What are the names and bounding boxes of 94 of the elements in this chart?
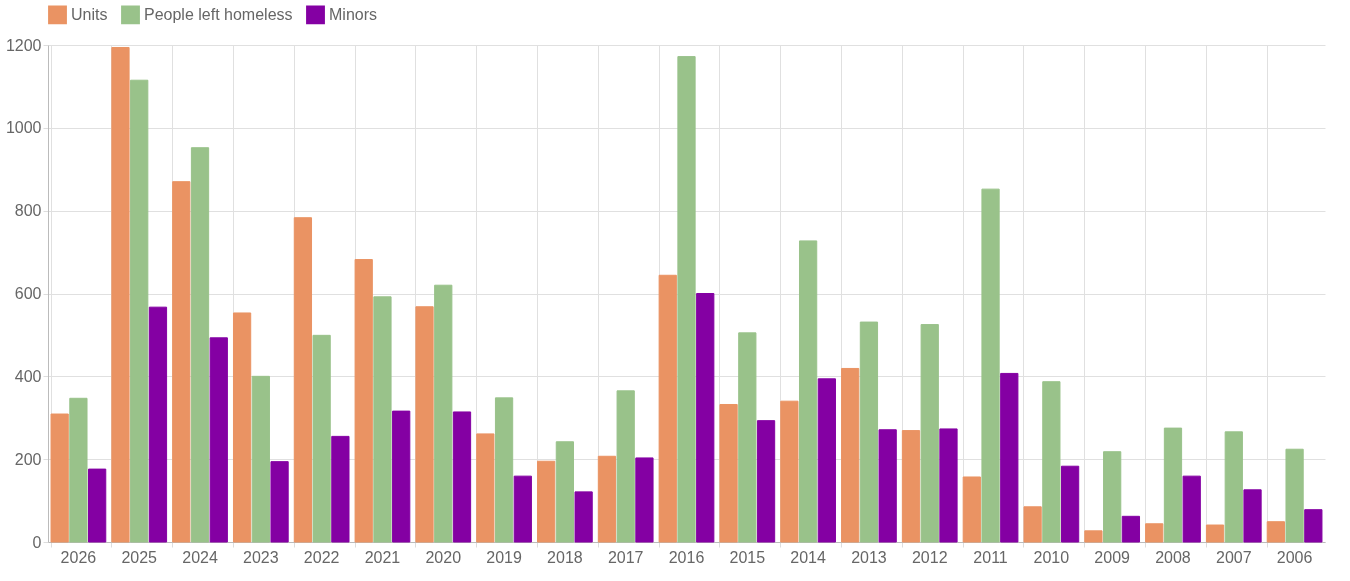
bar: [658, 274, 677, 543]
bar: [1060, 465, 1080, 543]
x-tick-label: 2021: [364, 548, 401, 566]
bar: [1042, 381, 1061, 543]
x-tick-label: 2008: [1155, 548, 1191, 566]
bar: [148, 306, 168, 543]
y-tick-label: 600: [14, 285, 42, 302]
x-tick-label: 2017: [607, 548, 644, 566]
bar: [799, 240, 818, 543]
bar: [331, 435, 350, 543]
bar: [841, 367, 860, 543]
bar: [555, 441, 574, 543]
bar: [1285, 448, 1304, 543]
x-tick-label: 2016: [668, 548, 705, 566]
bar: [1121, 515, 1141, 543]
bar: [574, 491, 593, 543]
bar: [270, 461, 289, 543]
x-tick-label: 2019: [486, 548, 522, 566]
x-tick-label: 2009: [1094, 548, 1131, 566]
y-tick-label: 800: [14, 202, 42, 220]
bar: [719, 404, 738, 543]
bar: [392, 410, 411, 543]
bar: [696, 293, 715, 543]
bar: [962, 476, 981, 543]
bar: [494, 397, 514, 543]
bar: [130, 79, 149, 543]
x-tick-label: 2011: [973, 548, 1008, 566]
bar: [190, 147, 210, 543]
bar: [1023, 506, 1042, 543]
bar: [537, 460, 556, 543]
bar: [981, 188, 1000, 543]
bar: [354, 259, 373, 543]
bar: [616, 390, 635, 543]
bar: [738, 332, 757, 543]
bar: [859, 321, 879, 543]
bar: [476, 433, 495, 543]
bar: [50, 413, 69, 543]
bar: [1205, 524, 1225, 543]
bar: [209, 337, 228, 543]
bar: [1224, 431, 1243, 543]
bar: [1266, 521, 1285, 543]
legend-label: Units: [71, 5, 108, 23]
x-tick-label: 2006: [1276, 548, 1313, 566]
bar: [635, 457, 654, 543]
x-tick-label: 2026: [60, 548, 97, 566]
bar: [1304, 509, 1323, 543]
x-tick-label: 2024: [182, 548, 218, 566]
y-tick-label: 400: [14, 367, 42, 385]
bar: [920, 324, 939, 543]
bar: [1084, 530, 1103, 543]
bar: [1103, 451, 1122, 543]
x-tick-label: 2022: [303, 548, 340, 566]
bar: [452, 411, 472, 543]
bar: [878, 429, 897, 543]
y-tick-label: 1000: [5, 119, 42, 137]
bar: [232, 312, 252, 543]
bar: [939, 428, 958, 543]
y-tick-label: 0: [32, 533, 42, 551]
bar: [88, 468, 107, 543]
bar: [513, 475, 532, 543]
x-tick-label: 2014: [790, 548, 827, 566]
x-tick-label: 2015: [729, 548, 766, 566]
bar: [780, 400, 799, 543]
legend-label: People left homeless: [144, 5, 293, 23]
bar: [251, 375, 270, 543]
legend-label: Minors: [329, 5, 378, 23]
bar: [293, 217, 313, 543]
x-tick-label: 2025: [121, 548, 158, 566]
bar: [1145, 523, 1164, 543]
y-tick-label: 1200: [5, 36, 42, 54]
bar: [817, 378, 836, 543]
bar: [901, 430, 921, 543]
bar: [111, 46, 130, 543]
bar: [373, 296, 392, 543]
bar: [172, 181, 191, 543]
bar: [312, 334, 331, 543]
bar: [1182, 475, 1201, 543]
bar: [597, 455, 617, 543]
bar: [677, 56, 696, 543]
x-tick-label: 2010: [1033, 548, 1070, 566]
bar: [1243, 489, 1262, 543]
x-tick-label: 2007: [1215, 548, 1252, 566]
bar: [434, 284, 453, 543]
x-tick-label: 2023: [243, 548, 279, 566]
x-tick-label: 2018: [547, 548, 583, 566]
bar: [756, 420, 776, 543]
bar: [69, 397, 88, 543]
bar: [1163, 427, 1183, 543]
x-tick-label: 2013: [851, 548, 887, 566]
x-tick-label: 2020: [425, 548, 462, 566]
x-tick-label: 2012: [911, 548, 948, 566]
y-tick-label: 200: [14, 450, 42, 468]
bar: [415, 306, 434, 543]
bar: [1000, 372, 1019, 543]
